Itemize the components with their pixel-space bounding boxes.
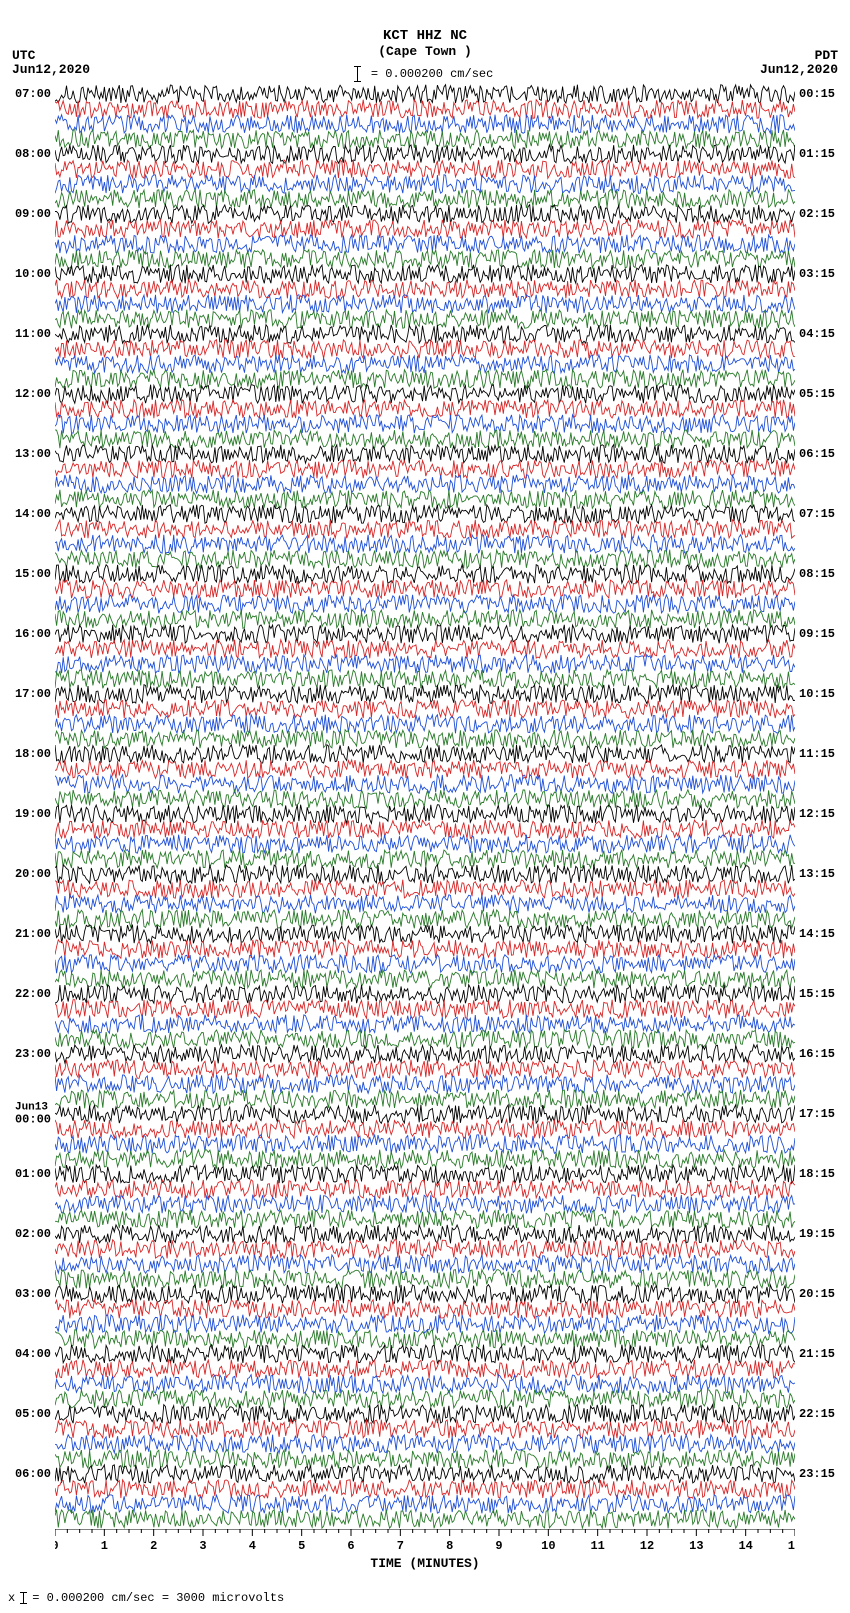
svg-text:15: 15 <box>788 1539 795 1553</box>
amplitude-scale: = 0.000200 cm/sec <box>0 66 850 82</box>
svg-text:12: 12 <box>640 1539 654 1553</box>
utc-time-label: 09:00 <box>15 208 55 220</box>
utc-time-label: 10:00 <box>15 268 55 280</box>
utc-time-label: 19:00 <box>15 808 55 820</box>
pdt-time-label: 16:15 <box>795 1047 835 1061</box>
utc-time-label: 03:00 <box>15 1288 55 1300</box>
pdt-time-label: 02:15 <box>795 207 835 221</box>
location-title: (Cape Town ) <box>0 44 850 59</box>
tz-left-label: UTC <box>12 48 35 63</box>
scale-text: = 0.000200 cm/sec <box>371 67 493 81</box>
date-right-label: Jun12,2020 <box>760 62 838 77</box>
tz-right-label: PDT <box>815 48 838 63</box>
utc-time-label: 11:00 <box>15 328 55 340</box>
scale-bar-icon <box>357 66 358 82</box>
plot-area: 07:0000:1508:0001:1509:0002:1510:0003:15… <box>55 88 795 1528</box>
utc-time-label: 20:00 <box>15 868 55 880</box>
utc-time-label: 02:00 <box>15 1228 55 1240</box>
svg-text:5: 5 <box>298 1539 305 1553</box>
svg-text:1: 1 <box>101 1539 108 1553</box>
utc-time-label: 21:00 <box>15 928 55 940</box>
svg-text:6: 6 <box>347 1539 354 1553</box>
utc-time-label: 04:00 <box>15 1348 55 1360</box>
svg-text:10: 10 <box>541 1539 555 1553</box>
pdt-time-label: 12:15 <box>795 807 835 821</box>
utc-time-label: 08:00 <box>15 148 55 160</box>
svg-text:9: 9 <box>495 1539 502 1553</box>
svg-text:3: 3 <box>199 1539 206 1553</box>
date-left-label: Jun12,2020 <box>12 62 90 77</box>
utc-time-label: 07:00 <box>15 88 55 100</box>
utc-time-label: 12:00 <box>15 388 55 400</box>
pdt-time-label: 09:15 <box>795 627 835 641</box>
svg-text:0: 0 <box>55 1539 59 1553</box>
utc-time-label: 06:00 <box>15 1468 55 1480</box>
pdt-time-label: 15:15 <box>795 987 835 1001</box>
pdt-time-label: 10:15 <box>795 687 835 701</box>
trace-row <box>55 1508 795 1530</box>
pdt-time-label: 05:15 <box>795 387 835 401</box>
pdt-time-label: 19:15 <box>795 1227 835 1241</box>
utc-time-label: 22:00 <box>15 988 55 1000</box>
pdt-time-label: 13:15 <box>795 867 835 881</box>
svg-text:7: 7 <box>397 1539 404 1553</box>
pdt-time-label: 01:15 <box>795 147 835 161</box>
pdt-time-label: 08:15 <box>795 567 835 581</box>
svg-text:2: 2 <box>150 1539 157 1553</box>
pdt-time-label: 18:15 <box>795 1167 835 1181</box>
pdt-time-label: 14:15 <box>795 927 835 941</box>
svg-text:13: 13 <box>689 1539 703 1553</box>
pdt-time-label: 07:15 <box>795 507 835 521</box>
header: KCT HHZ NC (Cape Town ) <box>0 28 850 59</box>
pdt-time-label: 04:15 <box>795 327 835 341</box>
footer-text: = 0.000200 cm/sec = 3000 microvolts <box>32 1591 284 1605</box>
footer-bar-icon <box>23 1592 24 1604</box>
pdt-time-label: 17:15 <box>795 1107 835 1121</box>
pdt-time-label: 03:15 <box>795 267 835 281</box>
utc-time-label: 14:00 <box>15 508 55 520</box>
pdt-time-label: 11:15 <box>795 747 835 761</box>
utc-time-label: Jun1300:00 <box>15 1102 55 1125</box>
footer-prefix: x <box>8 1591 15 1605</box>
utc-time-label: 18:00 <box>15 748 55 760</box>
utc-time-label: 16:00 <box>15 628 55 640</box>
svg-text:14: 14 <box>738 1539 752 1553</box>
utc-time-label: 05:00 <box>15 1408 55 1420</box>
pdt-time-label: 23:15 <box>795 1467 835 1481</box>
x-axis: TIME (MINUTES) 0123456789101112131415 <box>55 1529 795 1553</box>
svg-text:8: 8 <box>446 1539 453 1553</box>
utc-time-label: 01:00 <box>15 1168 55 1180</box>
utc-time-label: 23:00 <box>15 1048 55 1060</box>
pdt-time-label: 22:15 <box>795 1407 835 1421</box>
utc-time-label: 13:00 <box>15 448 55 460</box>
pdt-time-label: 06:15 <box>795 447 835 461</box>
svg-text:11: 11 <box>590 1539 604 1553</box>
pdt-time-label: 00:15 <box>795 87 835 101</box>
utc-time-label: 17:00 <box>15 688 55 700</box>
pdt-time-label: 20:15 <box>795 1287 835 1301</box>
x-axis-label: TIME (MINUTES) <box>55 1556 795 1571</box>
pdt-time-label: 21:15 <box>795 1347 835 1361</box>
footer-scale: x = 0.000200 cm/sec = 3000 microvolts <box>8 1591 284 1605</box>
utc-time-label: 15:00 <box>15 568 55 580</box>
helicorder-container: KCT HHZ NC (Cape Town ) = 0.000200 cm/se… <box>0 0 850 1613</box>
svg-text:4: 4 <box>249 1539 256 1553</box>
station-title: KCT HHZ NC <box>0 28 850 44</box>
